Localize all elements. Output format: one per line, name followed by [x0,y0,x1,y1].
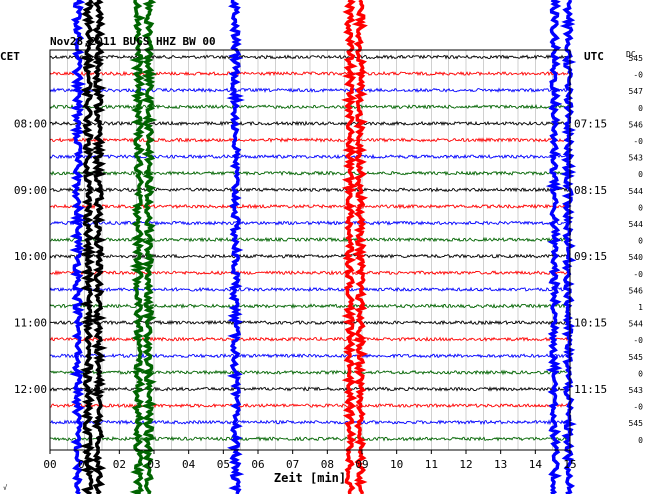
x-tick-label: 15 [563,458,576,471]
dc-value: 546 [629,120,644,129]
left-hour-label: 12:00 [14,383,47,396]
x-axis-ticks: 00 01 02 03 04 05 06 07 08 09 10 11 12 13 14 15 [43,450,577,471]
dc-value: 540 [629,253,644,262]
left-hour-label: 10:00 [14,250,47,263]
dc-value: 543 [629,386,644,395]
event-signal [90,0,108,494]
grid [49,50,571,450]
dc-value: 0 [638,104,643,113]
x-tick-label: 01 [78,458,91,471]
x-tick-label: 00 [43,458,56,471]
dc-header: DC [626,50,636,59]
x-tick-label: 11 [425,458,438,471]
event-signal [139,0,158,494]
x-tick-label: 02 [113,458,126,471]
x-tick-label: 14 [529,458,543,471]
seismic-trace [49,186,571,193]
x-tick-label: 09 [355,458,368,471]
left-hour-label: 11:00 [14,317,47,330]
right-hour-labels: 07:15 08:15 09:15 10:15 11:15 [574,117,607,396]
event-signal [341,0,358,494]
dc-value: 544 [629,220,644,229]
dc-value: 0 [638,170,643,179]
event-signal [226,0,245,494]
plot-frame [49,49,571,451]
dc-value: 0 [638,237,643,246]
dc-value: 545 [629,54,644,63]
right-hour-label: 08:15 [574,184,607,197]
seismic-trace [49,54,571,60]
dc-value: 0 [638,369,643,378]
left-hour-labels: 08:00 09:00 10:00 11:00 12:00 [14,117,47,396]
x-tick-label: 10 [390,458,403,471]
x-tick-label: 12 [459,458,472,471]
left-timezone-label: CET [0,50,20,63]
dc-value: -0 [633,71,643,80]
dc-value: -0 [633,336,643,345]
x-tick-label: 04 [182,458,196,471]
event-signal [351,0,369,494]
dc-value: 543 [629,154,644,163]
dc-value: 544 [629,187,644,196]
event-signal [545,0,564,494]
footer-mark: √ [3,484,8,492]
x-tick-label: 06 [251,458,264,471]
dc-value: 545 [629,419,644,428]
event-marks [68,0,577,494]
right-hour-label: 11:15 [574,383,607,396]
dc-value: 0 [638,203,643,212]
dc-value: 545 [629,353,644,362]
dc-value: 547 [629,87,644,96]
x-tick-label: 07 [286,458,299,471]
seismic-trace [49,120,571,127]
seismic-trace [49,170,571,177]
x-axis-label: Zeit [min] [274,471,346,485]
x-tick-label: 08 [321,458,334,471]
left-hour-label: 09:00 [14,184,47,197]
event-signal [79,0,98,494]
dc-value: -0 [633,137,643,146]
chart-title: Nov28,2011 BUCS HHZ BW 00 [50,35,216,48]
seismic-trace [49,253,571,260]
x-tick-label: 05 [217,458,230,471]
event-signal [129,0,149,494]
x-tick-label: 03 [147,458,160,471]
dc-value: 1 [638,303,643,312]
right-hour-label: 07:15 [574,117,607,130]
left-hour-label: 08:00 [14,117,47,130]
seismic-trace [49,352,571,359]
x-tick-label: 13 [494,458,507,471]
dc-value: -0 [633,270,643,279]
right-hour-label: 09:15 [574,250,607,263]
right-timezone-label: UTC [584,50,604,63]
right-hour-label: 10:15 [574,317,607,330]
dc-value: 0 [638,436,643,445]
dc-value: 544 [629,320,644,329]
dc-values: 545 -0 547 0 546 -0 543 0 544 0 544 0 540 -0 546 1 544 -0… [629,54,644,445]
dc-value: 546 [629,286,644,295]
dc-value: -0 [633,403,643,412]
event-signal [68,0,87,494]
